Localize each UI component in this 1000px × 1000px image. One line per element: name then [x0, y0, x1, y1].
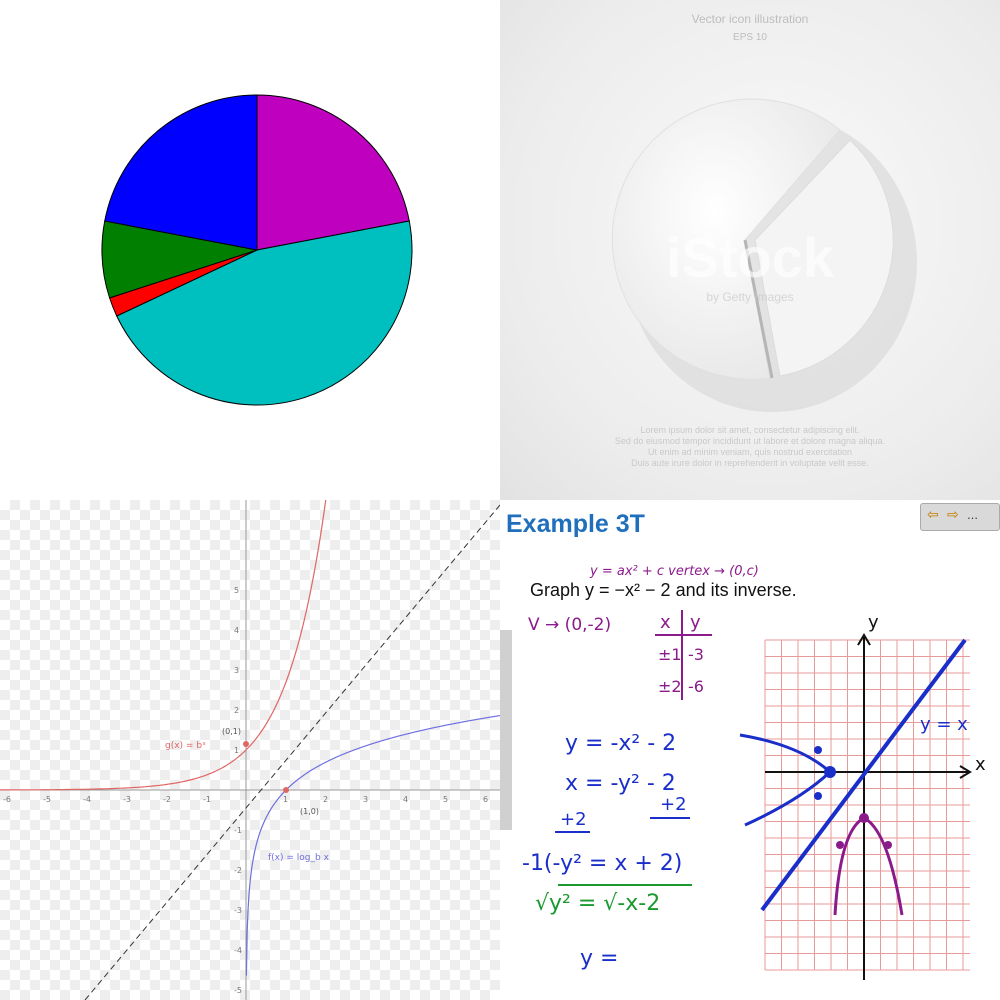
work-line: -1(-y² = x + 2) [522, 851, 682, 876]
x-tick-label: 1 [283, 795, 288, 804]
x-tick-label: -6 [3, 795, 11, 804]
table-cell: ±2 [658, 677, 682, 696]
stock-line: Lorem ipsum dolor sit amet, consectetur … [540, 425, 960, 436]
y-tick-label: -4 [234, 946, 242, 955]
identity-line [85, 505, 500, 1000]
exp-label: g(x) = bˣ [165, 741, 206, 751]
point-a-label: (0,1) [222, 727, 241, 736]
x-tick-label: -3 [123, 795, 131, 804]
y-tick-label: 4 [234, 626, 239, 635]
axis-x-label: x [975, 754, 986, 775]
x-tick-label: 3 [363, 795, 368, 804]
work-line: y = -x² - 2 [565, 731, 676, 756]
y-tick-label: -2 [234, 866, 242, 875]
work-line: x = -y² - 2 [565, 771, 676, 796]
work-line: y = [580, 946, 618, 971]
point-b-label: (1,0) [300, 807, 319, 816]
table-header-x: x [660, 612, 671, 633]
identity-line-label: y = x [920, 714, 968, 735]
stock-description: Lorem ipsum dolor sit amet, consectetur … [540, 425, 960, 469]
x-tick-label: 4 [403, 795, 408, 804]
x-tick-label: 6 [483, 795, 488, 804]
x-tick-label: 2 [323, 795, 328, 804]
point-1-0 [283, 787, 289, 793]
watermark-text: iStock [500, 225, 1000, 290]
y-tick-label: 1 [234, 746, 239, 755]
table-cell: -6 [688, 677, 704, 696]
parabola-curve [835, 818, 902, 915]
coordinate-grid [765, 640, 970, 970]
stock-line: Sed do eiusmod tempor incididunt ut labo… [540, 436, 960, 447]
note-top: y = ax² + c vertex → (0,c) [589, 564, 759, 579]
x-tick-label: -1 [203, 795, 211, 804]
table-cell: ±1 [658, 645, 682, 664]
pie-chart-panel [0, 0, 500, 500]
x-tick-label: 5 [443, 795, 448, 804]
value-table: x y ±1 -3 ±2 -6 [655, 610, 712, 700]
work-line: +2 [660, 794, 687, 815]
logarithm-curve [246, 715, 500, 976]
x-tick-label: -2 [163, 795, 171, 804]
y-tick-label: -5 [234, 986, 242, 995]
y-tick-label: 2 [234, 706, 239, 715]
x-tick-label: -4 [83, 795, 91, 804]
stock-line: Ut enim ad minim veniam, quis nostrud ex… [540, 447, 960, 458]
stock-illustration-panel: Vector icon illustration EPS 10 iStock b… [500, 0, 1000, 500]
point-0-1 [243, 741, 249, 747]
y-tick-label: -3 [234, 906, 242, 915]
table-cell: -3 [688, 645, 704, 664]
table-header-y: y [690, 612, 701, 633]
vertex-note: V → (0,-2) [528, 615, 611, 635]
pie-chart [0, 0, 500, 500]
watermark-subtext: by Getty Images [500, 290, 1000, 304]
axis-y-label: y [868, 612, 879, 633]
y-tick-label: 3 [234, 666, 239, 675]
work-line: +2 [560, 809, 587, 830]
work-line: √y² = √-x-2 [535, 891, 660, 916]
math-example-panel: Example 3T ⇦ ⇨ … Graph y = −x² − 2 and i… [500, 500, 1000, 1000]
x-tick-label: -5 [43, 795, 51, 804]
log-label: f(x) = log_b x [268, 853, 330, 863]
y-tick-label: -1 [234, 826, 242, 835]
handwritten-work: y = ax² + c vertex → (0,c) V → (0,-2) x … [500, 500, 1000, 1000]
y-tick-label: 5 [234, 586, 239, 595]
stock-line: Duis aute irure dolor in reprehenderit i… [540, 458, 960, 469]
